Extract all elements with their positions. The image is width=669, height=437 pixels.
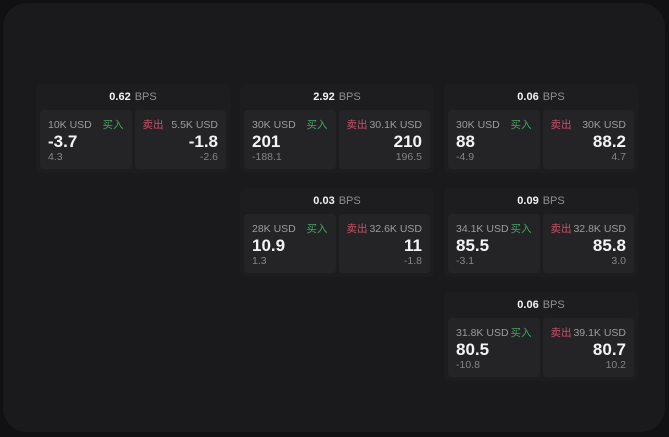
- bps-unit-label: BPS: [338, 91, 361, 103]
- bps-unit-label: BPS: [338, 195, 361, 207]
- quote-card-5: 0.06 BPS 31.8K USD 买入 80.5 -10.8 卖出 39.1…: [444, 292, 638, 381]
- buy-notional: 10K USD: [48, 118, 92, 131]
- buy-pane[interactable]: 30K USD 买入 88 -4.9: [448, 110, 540, 169]
- bps-unit-label: BPS: [542, 299, 565, 311]
- buy-side-label: 买入: [306, 119, 328, 131]
- pane-row: 10K USD 买入 -3.7 4.3 卖出 5.5K USD -1.8 -2.…: [36, 110, 230, 169]
- buy-rate: 85.5: [456, 235, 490, 255]
- sell-rate: 85.8: [592, 235, 626, 255]
- pane-row: 34.1K USD 买入 85.5 -3.1 卖出 32.8K USD 85.8…: [444, 214, 638, 273]
- sell-notional: 30.1K USD: [369, 118, 422, 131]
- pane-row: 30K USD 买入 88 -4.9 卖出 30K USD 88.2 4.7: [444, 110, 638, 169]
- buy-change: -188.1: [252, 151, 282, 163]
- buy-side-label: 买入: [306, 223, 328, 235]
- sell-change: 4.7: [611, 151, 626, 163]
- sell-notional: 32.8K USD: [573, 222, 626, 235]
- sell-side-label: 卖出: [346, 119, 368, 131]
- sell-change: 3.0: [611, 255, 626, 267]
- bps-value: 2.92: [313, 91, 335, 103]
- sell-rate: -1.8: [188, 131, 218, 151]
- sell-change: 10.2: [605, 359, 626, 371]
- buy-change: -3.1: [456, 255, 475, 267]
- sell-change: -2.6: [199, 151, 218, 163]
- bps-unit-label: BPS: [542, 195, 565, 207]
- quote-card-2: 0.06 BPS 30K USD 买入 88 -4.9 卖出 30K USD 8…: [444, 84, 638, 173]
- sell-notional: 39.1K USD: [573, 326, 626, 339]
- quote-card-3: 0.03 BPS 28K USD 买入 10.9 1.3 卖出 32.6K US…: [240, 188, 434, 277]
- pane-row: 31.8K USD 买入 80.5 -10.8 卖出 39.1K USD 80.…: [444, 318, 638, 377]
- bps-unit-label: BPS: [542, 91, 565, 103]
- bps-value: 0.06: [517, 91, 539, 103]
- buy-change: -10.8: [456, 359, 480, 371]
- pane-row: 30K USD 买入 201 -188.1 卖出 30.1K USD 210 1…: [240, 110, 434, 169]
- sell-pane[interactable]: 卖出 30K USD 88.2 4.7: [542, 110, 634, 169]
- bps-unit-label: BPS: [134, 91, 157, 103]
- card-header: 0.06 BPS: [444, 292, 638, 318]
- buy-rate: 201: [252, 131, 281, 151]
- card-header: 2.92 BPS: [240, 84, 434, 110]
- buy-notional: 34.1K USD: [456, 222, 509, 235]
- buy-notional: 30K USD: [456, 118, 500, 131]
- sell-rate: 11: [404, 235, 422, 255]
- buy-side-label: 买入: [510, 327, 532, 339]
- sell-pane[interactable]: 卖出 39.1K USD 80.7 10.2: [542, 318, 634, 377]
- sell-notional: 30K USD: [582, 118, 626, 131]
- sell-side-label: 卖出: [550, 119, 572, 131]
- buy-pane[interactable]: 10K USD 买入 -3.7 4.3: [40, 110, 132, 169]
- pane-row: 28K USD 买入 10.9 1.3 卖出 32.6K USD 11 -1.8: [240, 214, 434, 273]
- buy-side-label: 买入: [510, 119, 532, 131]
- buy-pane[interactable]: 31.8K USD 买入 80.5 -10.8: [448, 318, 540, 377]
- buy-notional: 31.8K USD: [456, 326, 509, 339]
- buy-change: -4.9: [456, 151, 475, 163]
- buy-pane[interactable]: 34.1K USD 买入 85.5 -3.1: [448, 214, 540, 273]
- card-header: 0.62 BPS: [36, 84, 230, 110]
- quote-card-4: 0.09 BPS 34.1K USD 买入 85.5 -3.1 卖出 32.8K…: [444, 188, 638, 277]
- sell-rate: 210: [393, 131, 422, 151]
- bps-value: 0.62: [109, 91, 131, 103]
- bps-value: 0.09: [517, 195, 539, 207]
- buy-rate: -3.7: [48, 131, 78, 151]
- card-header: 0.09 BPS: [444, 188, 638, 214]
- buy-notional: 30K USD: [252, 118, 296, 131]
- sell-side-label: 卖出: [550, 327, 572, 339]
- buy-rate: 80.5: [456, 339, 490, 359]
- buy-change: 4.3: [48, 151, 63, 163]
- sell-side-label: 卖出: [550, 223, 572, 235]
- sell-pane[interactable]: 卖出 32.8K USD 85.8 3.0: [542, 214, 634, 273]
- buy-rate: 10.9: [252, 235, 286, 255]
- sell-pane[interactable]: 卖出 32.6K USD 11 -1.8: [338, 214, 430, 273]
- buy-pane[interactable]: 28K USD 买入 10.9 1.3: [244, 214, 336, 273]
- quote-card-1: 2.92 BPS 30K USD 买入 201 -188.1 卖出 30.1K …: [240, 84, 434, 173]
- buy-side-label: 买入: [102, 119, 124, 131]
- buy-notional: 28K USD: [252, 222, 296, 235]
- sell-change: 196.5: [395, 151, 422, 163]
- buy-change: 1.3: [252, 255, 267, 267]
- buy-pane[interactable]: 30K USD 买入 201 -188.1: [244, 110, 336, 169]
- sell-pane[interactable]: 卖出 30.1K USD 210 196.5: [338, 110, 430, 169]
- bps-value: 0.06: [517, 299, 539, 311]
- buy-rate: 88: [456, 131, 475, 151]
- card-header: 0.03 BPS: [240, 188, 434, 214]
- bps-value: 0.03: [313, 195, 335, 207]
- sell-notional: 32.6K USD: [369, 222, 422, 235]
- sell-rate: 88.2: [592, 131, 626, 151]
- sell-change: -1.8: [403, 255, 422, 267]
- sell-rate: 80.7: [592, 339, 626, 359]
- sell-notional: 5.5K USD: [171, 118, 218, 131]
- sell-pane[interactable]: 卖出 5.5K USD -1.8 -2.6: [134, 110, 226, 169]
- buy-side-label: 买入: [510, 223, 532, 235]
- sell-side-label: 卖出: [346, 223, 368, 235]
- sell-side-label: 卖出: [142, 119, 164, 131]
- card-header: 0.06 BPS: [444, 84, 638, 110]
- quote-card-0: 0.62 BPS 10K USD 买入 -3.7 4.3 卖出 5.5K USD…: [36, 84, 230, 173]
